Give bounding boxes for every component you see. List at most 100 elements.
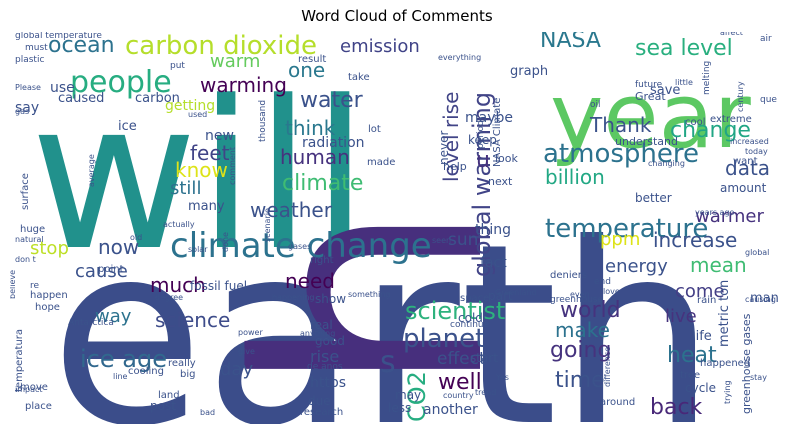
word-research: research — [300, 407, 343, 418]
word-global-warming: global warming — [468, 92, 496, 277]
word-look: look — [495, 152, 519, 165]
word-day: day — [220, 359, 253, 380]
word-amount: amount — [720, 181, 767, 195]
word-today: today — [745, 147, 768, 156]
word-sun: sun — [448, 230, 478, 250]
word-changing: changing — [648, 159, 685, 168]
word-save: save — [650, 83, 680, 98]
word-bad: bad — [200, 408, 215, 417]
word-science: science — [155, 308, 230, 332]
word-average: average — [87, 154, 96, 187]
word-global: global — [745, 248, 769, 257]
word-must: must — [25, 43, 48, 53]
word-ocean: ocean — [48, 33, 115, 58]
word-make: make — [555, 318, 610, 342]
word-fossil-fuel: fossil fuel — [190, 279, 247, 293]
word-give: give — [238, 347, 255, 356]
word-cloud-area: earth will h year climate change people carbon… — [10, 32, 784, 424]
word-trying: trying — [723, 380, 732, 404]
word-now: now — [98, 235, 139, 259]
word-effect: effect — [437, 349, 486, 369]
word-future: future — [635, 80, 663, 90]
word-well: well — [438, 370, 482, 395]
word-sea-level: sea level — [635, 36, 733, 61]
word-year: year — [550, 64, 751, 169]
word-nasa-climate: NASA Climate — [492, 98, 503, 167]
word-many: many — [188, 199, 225, 214]
word-due: due — [308, 394, 331, 408]
word-scientist: scientist — [405, 297, 505, 325]
word-earth: earth — [50, 190, 716, 424]
word-still: still — [170, 178, 201, 199]
word-less: less — [388, 401, 411, 415]
word-s: s — [380, 345, 396, 380]
word-re: re — [30, 281, 40, 291]
word-new: new — [205, 128, 234, 144]
word-much: much — [150, 273, 206, 297]
word-used: used — [188, 110, 207, 119]
word-greenhouse-gases: greenhouse gases — [740, 313, 753, 414]
word-antarctica: Antarctica — [68, 318, 114, 328]
word-h: h — [193, 201, 554, 397]
word-warm: warm — [210, 51, 260, 72]
word-line: line — [113, 372, 128, 381]
word-solar: solar — [188, 245, 208, 254]
word-human: human — [280, 145, 350, 169]
word-move: move — [20, 382, 48, 393]
word-de-anos: de anos — [307, 362, 343, 372]
word-caused: caused — [58, 91, 104, 106]
word-cooling: cooling — [128, 366, 164, 377]
word-understand: understand — [615, 135, 678, 148]
word-air: air — [760, 34, 772, 44]
word-use: use — [50, 80, 75, 96]
word-cool: cool — [685, 117, 706, 128]
word-space: space — [460, 293, 489, 304]
word-cycle: cycle — [685, 381, 716, 395]
word-know: know — [175, 158, 228, 182]
word-change: change — [670, 118, 751, 143]
word-cold: cold — [458, 311, 483, 325]
word-point: point — [98, 264, 124, 275]
word-ice-age: ice age — [80, 345, 167, 373]
word-climate: climate — [282, 171, 363, 196]
word-even: even — [570, 290, 590, 299]
word-oil: oil — [590, 100, 601, 110]
word-century: century — [736, 81, 745, 112]
word-plastic: plastic — [15, 55, 44, 65]
word-may: may — [395, 388, 421, 402]
word-need: need — [285, 269, 335, 293]
word-degree: degree — [155, 293, 183, 302]
word-great: Great — [635, 90, 666, 103]
word-ppm: ppm — [600, 229, 640, 250]
word-going: going — [550, 338, 611, 363]
word-everything: everything — [438, 53, 481, 62]
word-happening: happening — [272, 293, 315, 302]
word-surface: surface — [20, 173, 31, 210]
word-big: big — [180, 369, 195, 380]
word-affect: affect — [720, 32, 743, 37]
word-weather: weather — [250, 198, 333, 222]
word-carbon: carbon — [135, 91, 180, 106]
word-gas: gas — [15, 107, 29, 116]
word-take: take — [348, 72, 370, 83]
word-next: next — [488, 175, 513, 188]
word-melting: melting — [702, 61, 712, 95]
word-billion: billion — [545, 165, 605, 189]
word-ice: ice — [118, 119, 137, 134]
word-little: little — [675, 78, 693, 87]
word-stop: stop — [30, 238, 69, 259]
word-hope: hope — [35, 302, 60, 313]
word-really: really — [168, 358, 196, 369]
word-one: one — [288, 58, 325, 82]
word-live: live — [665, 306, 697, 327]
word-done: done — [221, 232, 230, 252]
word-cause: cause — [75, 261, 128, 282]
word-radiation: radiation — [302, 135, 365, 151]
word-good: good — [315, 334, 345, 348]
word-something: something — [348, 290, 390, 299]
word-time: time — [555, 368, 605, 393]
word-around: around — [600, 397, 635, 408]
word-mean: mean — [690, 253, 747, 277]
word-place: place — [25, 401, 52, 412]
